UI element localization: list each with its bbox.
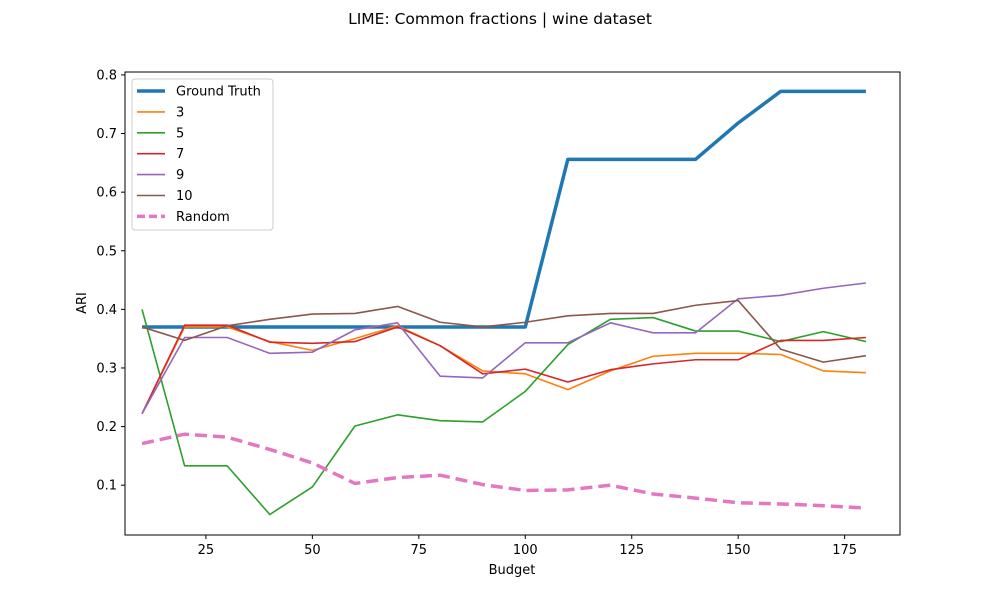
legend-label: 7 bbox=[176, 147, 184, 162]
x-axis-ticks: 25 50 75 100 125 150 175 bbox=[198, 535, 857, 558]
x-tick-label: 25 bbox=[198, 543, 215, 558]
y-tick-label: 0.5 bbox=[96, 244, 117, 259]
y-tick-label: 0.1 bbox=[96, 479, 117, 494]
y-axis-label: ARI bbox=[75, 292, 90, 314]
x-tick-label: 125 bbox=[619, 543, 644, 558]
legend-label: 5 bbox=[176, 126, 184, 141]
y-axis-ticks: 0.1 0.2 0.3 0.4 0.5 0.6 0.7 0.8 bbox=[96, 68, 125, 494]
legend-label: 3 bbox=[176, 105, 184, 120]
plot-frame bbox=[124, 71, 901, 536]
series-line-7 bbox=[141, 324, 866, 415]
y-tick-label: 0.2 bbox=[96, 420, 117, 435]
x-tick-label: 75 bbox=[411, 543, 428, 558]
legend-label: 10 bbox=[176, 189, 193, 204]
series-layer bbox=[141, 89, 867, 516]
chart-title: LIME: Common fractions | wine dataset bbox=[348, 10, 652, 28]
x-tick-label: 175 bbox=[832, 543, 857, 558]
y-tick-label: 0.6 bbox=[96, 186, 117, 201]
legend-box bbox=[131, 78, 274, 231]
series-line-10 bbox=[141, 299, 867, 363]
legend-label: Ground Truth bbox=[176, 85, 261, 100]
x-tick-label: 50 bbox=[304, 543, 321, 558]
legend: Ground Truth 3 5 7 9 10 Random bbox=[131, 78, 274, 231]
x-tick-label: 100 bbox=[513, 543, 538, 558]
y-tick-label: 0.3 bbox=[96, 361, 117, 376]
series-line-ground-truth bbox=[142, 89, 866, 329]
legend-items: Ground Truth 3 5 7 9 10 Random bbox=[137, 85, 261, 225]
y-tick-label: 0.8 bbox=[96, 68, 117, 83]
x-tick-label: 150 bbox=[726, 543, 751, 558]
series-line-5 bbox=[141, 309, 867, 516]
series-line-random bbox=[141, 432, 867, 510]
y-tick-label: 0.4 bbox=[96, 303, 117, 318]
x-axis-label: Budget bbox=[489, 563, 536, 578]
y-tick-label: 0.7 bbox=[96, 127, 117, 142]
legend-label: Random bbox=[176, 210, 230, 225]
series-line-9 bbox=[141, 282, 867, 415]
legend-label: 9 bbox=[176, 168, 184, 183]
